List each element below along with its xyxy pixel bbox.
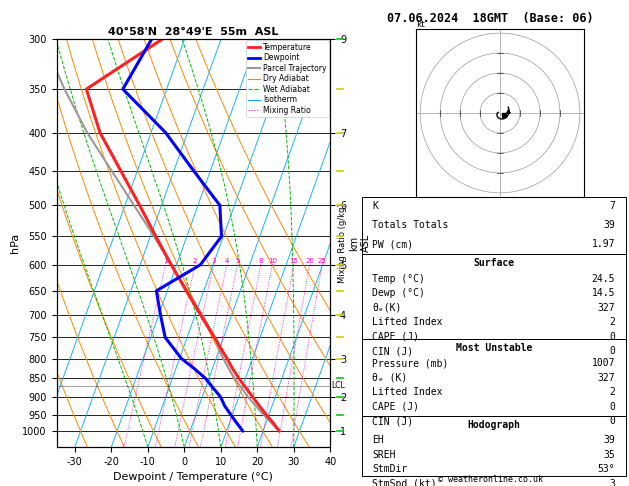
Title: 40°58'N  28°49'E  55m  ASL: 40°58'N 28°49'E 55m ASL	[108, 27, 279, 37]
Text: 3: 3	[211, 259, 216, 264]
Text: StmDir: StmDir	[372, 464, 408, 474]
Text: CAPE (J): CAPE (J)	[372, 402, 420, 412]
Bar	[362, 339, 626, 416]
Text: 1007: 1007	[592, 358, 615, 368]
Text: 39: 39	[604, 435, 615, 445]
Text: CAPE (J): CAPE (J)	[372, 332, 420, 342]
Text: 20: 20	[305, 259, 314, 264]
Legend: Temperature, Dewpoint, Parcel Trajectory, Dry Adiabat, Wet Adiabat, Isotherm, Mi: Temperature, Dewpoint, Parcel Trajectory…	[246, 40, 329, 117]
Text: 10: 10	[268, 259, 277, 264]
Text: Pressure (mb): Pressure (mb)	[372, 358, 448, 368]
Text: 2: 2	[610, 387, 615, 398]
Text: CIN (J): CIN (J)	[372, 417, 413, 427]
Text: 327: 327	[598, 303, 615, 313]
Text: 7: 7	[610, 201, 615, 211]
Text: Most Unstable: Most Unstable	[455, 343, 532, 353]
Y-axis label: hPa: hPa	[9, 233, 19, 253]
Text: 0: 0	[610, 332, 615, 342]
Bar	[362, 254, 626, 339]
Text: 14.5: 14.5	[592, 288, 615, 298]
Text: 2: 2	[193, 259, 198, 264]
Text: 53°: 53°	[598, 464, 615, 474]
Text: Temp (°C): Temp (°C)	[372, 274, 425, 284]
Text: 39: 39	[604, 220, 615, 230]
Y-axis label: km
ASL: km ASL	[349, 234, 370, 252]
Text: Surface: Surface	[473, 259, 515, 268]
Text: 8: 8	[259, 259, 263, 264]
Text: Hodograph: Hodograph	[467, 420, 520, 430]
Text: θₑ(K): θₑ(K)	[372, 303, 402, 313]
Text: 1.97: 1.97	[592, 239, 615, 249]
Text: 5: 5	[235, 259, 240, 264]
Text: 35: 35	[604, 450, 615, 460]
Text: θₑ (K): θₑ (K)	[372, 373, 408, 383]
Text: 07.06.2024  18GMT  (Base: 06): 07.06.2024 18GMT (Base: 06)	[387, 12, 594, 25]
Text: LCL: LCL	[331, 382, 345, 390]
Text: 327: 327	[598, 373, 615, 383]
Text: Dewp (°C): Dewp (°C)	[372, 288, 425, 298]
Text: StmSpd (kt): StmSpd (kt)	[372, 479, 437, 486]
Text: Lifted Index: Lifted Index	[372, 387, 443, 398]
Text: Totals Totals: Totals Totals	[372, 220, 448, 230]
Text: SREH: SREH	[372, 450, 396, 460]
Text: 3: 3	[610, 479, 615, 486]
Text: 1: 1	[164, 259, 168, 264]
Bar	[362, 197, 626, 254]
Text: kt: kt	[416, 20, 425, 29]
Text: CIN (J): CIN (J)	[372, 347, 413, 356]
Bar	[362, 416, 626, 476]
Text: 0: 0	[610, 417, 615, 427]
X-axis label: Dewpoint / Temperature (°C): Dewpoint / Temperature (°C)	[113, 472, 274, 483]
Text: 2: 2	[610, 317, 615, 327]
Text: 15: 15	[289, 259, 298, 264]
Text: 0: 0	[610, 402, 615, 412]
Text: EH: EH	[372, 435, 384, 445]
Text: © weatheronline.co.uk: © weatheronline.co.uk	[438, 474, 543, 484]
Text: 25: 25	[318, 259, 326, 264]
Text: Mixing Ratio (g/kg): Mixing Ratio (g/kg)	[338, 203, 347, 283]
Text: 0: 0	[610, 347, 615, 356]
Text: 4: 4	[225, 259, 229, 264]
Text: Lifted Index: Lifted Index	[372, 317, 443, 327]
Text: PW (cm): PW (cm)	[372, 239, 413, 249]
Text: 24.5: 24.5	[592, 274, 615, 284]
Text: K: K	[372, 201, 378, 211]
